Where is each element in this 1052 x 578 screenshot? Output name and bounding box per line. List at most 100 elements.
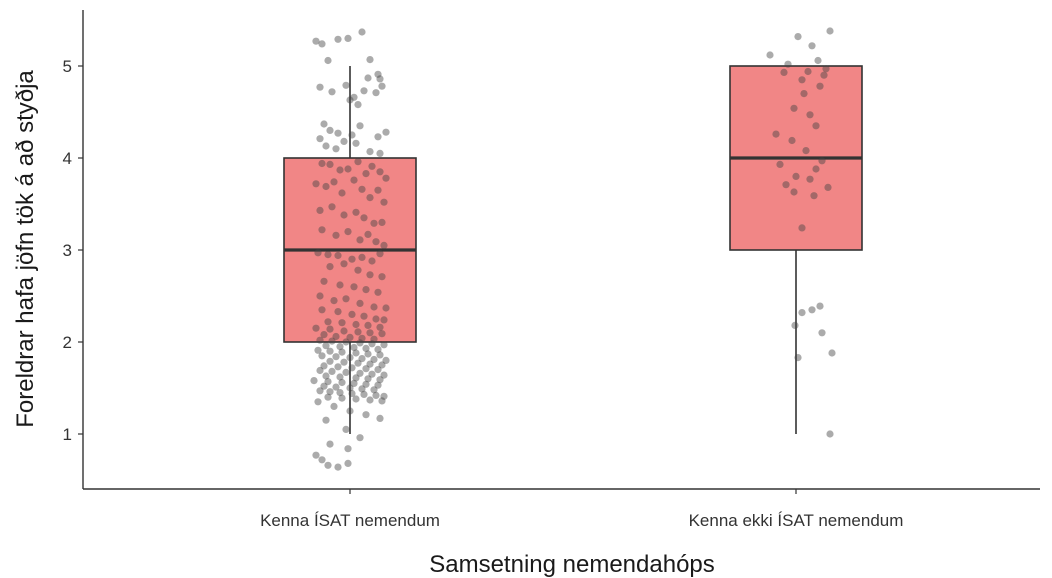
jitter-point xyxy=(350,283,358,291)
jitter-point xyxy=(316,83,324,91)
jitter-point xyxy=(784,60,792,68)
jitter-point xyxy=(360,214,368,222)
jitter-point xyxy=(374,381,382,389)
jitter-point xyxy=(380,341,388,349)
jitter-point xyxy=(338,348,346,356)
jitter-point xyxy=(374,288,382,296)
jitter-point xyxy=(338,378,346,387)
jitter-point xyxy=(334,251,342,260)
jitter-point xyxy=(338,189,346,197)
jitter-point xyxy=(804,67,812,76)
jitter-point xyxy=(370,303,378,311)
jitter-point xyxy=(336,166,344,174)
jitter-point xyxy=(788,136,796,145)
jitter-point xyxy=(314,249,322,257)
jitter-point xyxy=(366,56,374,64)
jitter-point xyxy=(328,88,336,96)
y-axis-title: Foreldrar hafa jöfn tök á að styðja xyxy=(12,70,39,428)
jitter-point xyxy=(318,352,326,360)
jitter-point xyxy=(314,346,322,354)
jitter-point xyxy=(326,126,334,134)
jitter-point xyxy=(324,318,332,326)
jitter-point xyxy=(326,440,334,448)
jitter-point xyxy=(320,382,328,390)
jitter-point xyxy=(374,186,382,194)
jitter-point xyxy=(344,445,352,453)
jitter-point xyxy=(342,81,350,89)
jitter-point xyxy=(334,35,342,43)
jitter-point xyxy=(374,70,382,78)
jitter-point xyxy=(316,387,324,395)
jitter-point xyxy=(322,416,330,424)
jitter-point xyxy=(332,231,340,239)
jitter-point xyxy=(370,219,378,227)
jitter-point xyxy=(340,358,348,366)
jitter-point xyxy=(364,321,372,329)
jitter-point xyxy=(346,96,354,104)
jitter-point xyxy=(790,188,798,196)
jitter-point xyxy=(354,359,362,367)
jitter-point xyxy=(336,281,344,289)
jitter-point xyxy=(318,456,326,464)
jitter-point xyxy=(312,324,320,332)
jitter-point xyxy=(358,28,366,36)
jitter-point xyxy=(316,336,324,344)
jitter-point xyxy=(340,327,348,335)
jitter-point xyxy=(324,461,332,469)
jitter-point xyxy=(368,370,376,378)
jitter-point xyxy=(382,356,390,364)
jitter-point xyxy=(812,165,820,173)
jitter-point xyxy=(362,411,370,419)
jitter-point xyxy=(360,312,368,320)
jitter-point xyxy=(342,368,350,376)
jitter-point xyxy=(374,133,382,141)
jitter-point xyxy=(812,122,820,130)
jitter-point xyxy=(776,160,784,168)
jitter-point xyxy=(362,286,370,294)
jitter-point xyxy=(376,351,384,359)
jitter-point xyxy=(378,397,386,405)
jitter-point xyxy=(780,68,788,76)
jitter-point xyxy=(336,343,344,351)
jitter-point xyxy=(346,407,354,415)
jitter-point xyxy=(356,369,364,377)
jitter-point xyxy=(358,355,366,363)
jitter-point xyxy=(820,71,828,79)
jitter-point xyxy=(322,342,330,350)
jitter-point xyxy=(794,354,802,362)
jitter-point xyxy=(352,395,360,403)
y-tick-label: 5 xyxy=(63,57,72,76)
jitter-point xyxy=(352,349,360,357)
jitter-point xyxy=(356,122,364,130)
jitter-point xyxy=(316,206,324,214)
jitter-point xyxy=(320,277,328,285)
jitter-point xyxy=(814,56,822,65)
jitter-point xyxy=(326,347,334,355)
x-tick-label: Kenna ekki ÍSAT nemendum xyxy=(689,511,904,530)
jitter-point xyxy=(362,365,370,373)
jitter-point xyxy=(350,176,358,184)
jitter-point xyxy=(330,297,338,305)
jitter-point xyxy=(791,321,799,329)
jitter-point xyxy=(354,101,362,109)
jitter-point xyxy=(818,329,826,337)
jitter-point xyxy=(344,228,352,236)
x-tick-label: Kenna ÍSAT nemendum xyxy=(260,511,440,530)
jitter-point xyxy=(772,130,780,138)
jitter-point xyxy=(360,87,368,95)
jitter-point xyxy=(782,181,790,189)
jitter-point xyxy=(370,335,378,343)
jitter-point xyxy=(354,158,362,166)
box-1 xyxy=(283,66,417,434)
jitter-point xyxy=(318,226,326,234)
jitter-point xyxy=(336,373,344,381)
jitter-point xyxy=(816,82,824,90)
jitter-point xyxy=(366,194,374,202)
y-tick-label: 3 xyxy=(63,241,72,260)
jitter-point xyxy=(334,363,342,371)
jitter-point xyxy=(324,393,332,401)
jitter-point xyxy=(326,325,334,333)
jitter-point xyxy=(366,329,374,337)
jitter-point xyxy=(324,251,332,259)
jitter-point xyxy=(798,76,806,84)
